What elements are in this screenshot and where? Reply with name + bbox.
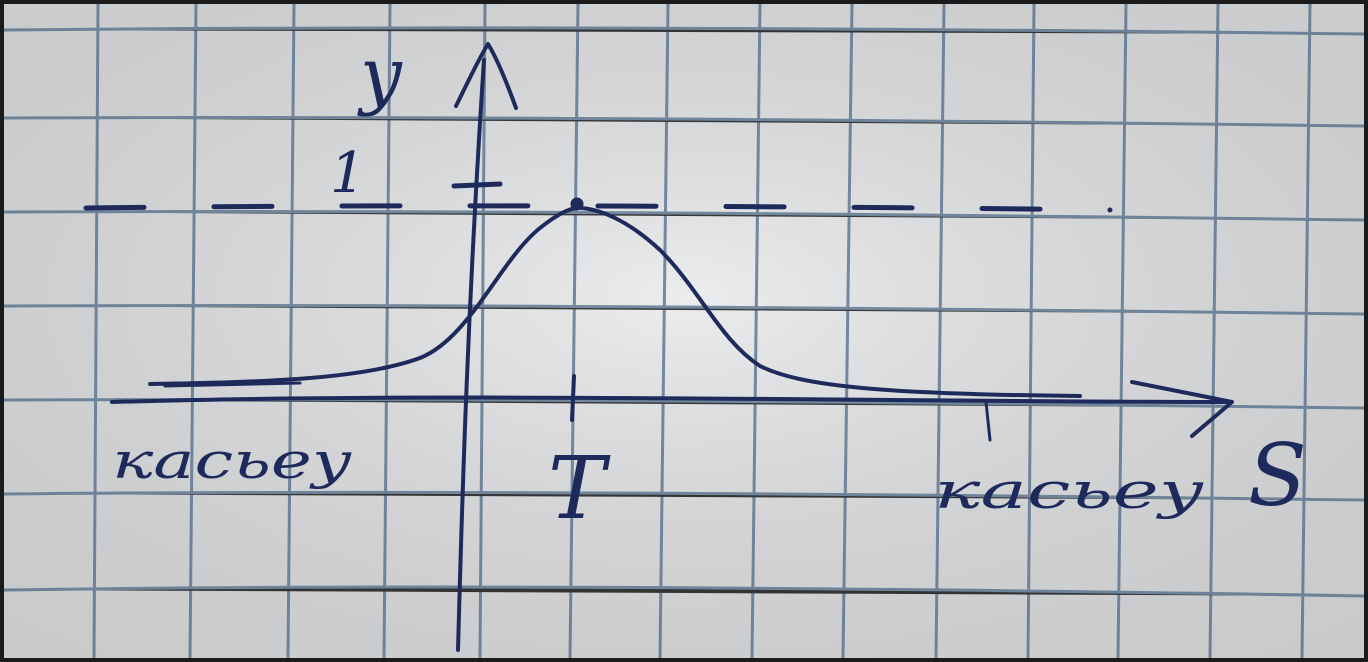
grid-line: [3, 115, 1365, 128]
grid-line: [1208, 3, 1220, 659]
x-tick-mark: [570, 374, 576, 422]
grid-line: [382, 3, 392, 659]
x-axis-label: S: [1248, 426, 1307, 526]
grid-line: [188, 3, 198, 659]
y-axis-label: y: [357, 32, 403, 118]
grid-line: [841, 3, 854, 659]
curve-tail-overdraw: [163, 381, 302, 388]
grid-line: [3, 303, 1365, 316]
y-tick-mark: [451, 181, 503, 189]
x-axis-arrowhead: [1130, 380, 1234, 438]
grid-line: [568, 3, 580, 659]
graph-paper-grid: [3, 3, 1365, 659]
x-small-tick: [984, 400, 992, 442]
y-axis-arrowhead: [454, 42, 518, 110]
grid-line: [3, 26, 1365, 36]
grid-line: [92, 3, 100, 659]
left-word: касьеу: [112, 432, 352, 490]
peak-point: [570, 197, 584, 211]
x-tick-label: T: [548, 439, 611, 539]
grid-line: [3, 209, 1365, 222]
grid-line: [750, 3, 762, 659]
x-axis: [110, 395, 1230, 404]
grid-line: [1116, 3, 1128, 659]
paper-shading: [4, 4, 1364, 658]
y-axis: [456, 58, 486, 652]
asymptote-dashed-line: [83, 203, 1113, 213]
grid-line: [1026, 3, 1036, 659]
y-tick-label: 1: [330, 141, 366, 206]
grid-line: [478, 3, 487, 659]
right-word: касьеу: [934, 462, 1204, 520]
grid-line: [934, 3, 946, 659]
grid-line: [3, 585, 1365, 598]
grid-line: [1300, 3, 1312, 659]
grid-line: [3, 490, 1365, 502]
grid-line: [286, 3, 296, 659]
grid-line: [658, 3, 670, 659]
